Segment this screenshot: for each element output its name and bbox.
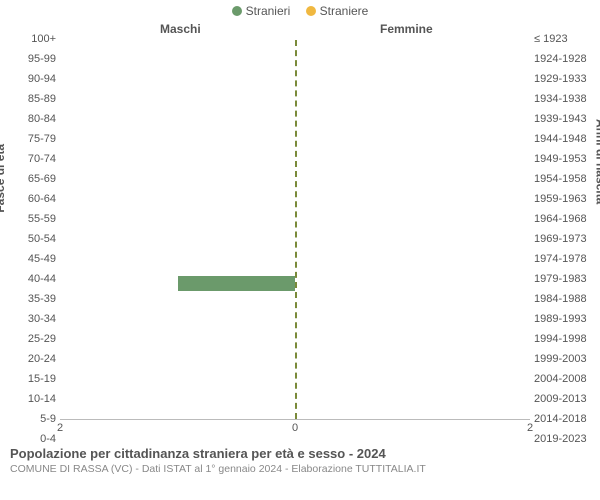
- legend-label-male: Stranieri: [246, 4, 291, 18]
- y-tick-age: 20-24: [12, 354, 56, 366]
- pyramid-row: [60, 293, 530, 311]
- pyramid-row: [60, 347, 530, 365]
- y-tick-birth: 1924-1928: [534, 54, 592, 66]
- y-tick-birth: 1939-1943: [534, 114, 592, 126]
- y-tick-age: 80-84: [12, 114, 56, 126]
- y-tick-age: 95-99: [12, 54, 56, 66]
- y-tick-birth: 2009-2013: [534, 394, 592, 406]
- legend-dot-female: [306, 6, 316, 16]
- y-tick-age: 15-19: [12, 374, 56, 386]
- y-tick-birth: ≤ 1923: [534, 34, 592, 46]
- pyramid-row: [60, 239, 530, 257]
- pyramid-row: [60, 311, 530, 329]
- pyramid-row: [60, 257, 530, 275]
- y-tick-birth: 1984-1988: [534, 294, 592, 306]
- y-tick-birth: 1979-1983: [534, 274, 592, 286]
- y-tick-age: 85-89: [12, 94, 56, 106]
- pyramid-row: [60, 220, 530, 238]
- y-tick-birth: 2019-2023: [534, 434, 592, 446]
- y-axis-left: 100+95-9990-9485-8980-8475-7970-7465-696…: [12, 40, 56, 440]
- pyramid-row: [60, 401, 530, 419]
- y-tick-birth: 1949-1953: [534, 154, 592, 166]
- pyramid-row: [60, 58, 530, 76]
- y-tick-birth: 1969-1973: [534, 234, 592, 246]
- y-tick-birth: 1929-1933: [534, 74, 592, 86]
- pyramid-row: [60, 383, 530, 401]
- y-tick-birth: 2014-2018: [534, 414, 592, 426]
- pyramid-row: [60, 329, 530, 347]
- legend-item-male: Stranieri: [232, 4, 291, 18]
- column-headers: Maschi Femmine: [0, 22, 600, 40]
- pyramid-row: [60, 275, 530, 293]
- y-tick-age: 70-74: [12, 154, 56, 166]
- y-axis-title-right: Anni di nascita: [593, 119, 600, 204]
- header-female: Femmine: [380, 22, 433, 36]
- y-tick-birth: 2004-2008: [534, 374, 592, 386]
- y-tick-age: 90-94: [12, 74, 56, 86]
- y-tick-birth: 1999-2003: [534, 354, 592, 366]
- chart-subtitle: COMUNE DI RASSA (VC) - Dati ISTAT al 1° …: [10, 463, 590, 475]
- pyramid-row: [60, 94, 530, 112]
- bar-male: [178, 276, 296, 290]
- chart-area: Fasce di età Anni di nascita 100+95-9990…: [60, 40, 530, 440]
- y-tick-age: 5-9: [12, 414, 56, 426]
- footer: Popolazione per cittadinanza straniera p…: [0, 440, 600, 475]
- x-tick: 0: [292, 422, 298, 434]
- y-tick-age: 55-59: [12, 214, 56, 226]
- pyramid-row: [60, 166, 530, 184]
- pyramid-row: [60, 40, 530, 58]
- y-tick-age: 30-34: [12, 314, 56, 326]
- y-tick-birth: 1974-1978: [534, 254, 592, 266]
- y-tick-age: 10-14: [12, 394, 56, 406]
- x-axis: 2 0 2: [60, 422, 530, 440]
- y-tick-age: 40-44: [12, 274, 56, 286]
- y-tick-age: 100+: [12, 34, 56, 46]
- pyramid-row: [60, 130, 530, 148]
- y-tick-age: 65-69: [12, 174, 56, 186]
- pyramid-row: [60, 76, 530, 94]
- y-tick-age: 25-29: [12, 334, 56, 346]
- y-tick-age: 35-39: [12, 294, 56, 306]
- y-tick-age: 60-64: [12, 194, 56, 206]
- legend-item-female: Straniere: [306, 4, 369, 18]
- pyramid-row: [60, 184, 530, 202]
- y-tick-birth: 1954-1958: [534, 174, 592, 186]
- legend-dot-male: [232, 6, 242, 16]
- pyramid-row: [60, 365, 530, 383]
- header-male: Maschi: [160, 22, 201, 36]
- legend: Stranieri Straniere: [0, 0, 600, 22]
- y-tick-birth: 1994-1998: [534, 334, 592, 346]
- plot: [60, 40, 530, 420]
- y-tick-birth: 1944-1948: [534, 134, 592, 146]
- legend-label-female: Straniere: [320, 4, 369, 18]
- y-axis-title-left: Fasce di età: [0, 144, 7, 213]
- y-tick-birth: 1959-1963: [534, 194, 592, 206]
- x-tick: 2: [57, 422, 63, 434]
- pyramid-row: [60, 148, 530, 166]
- y-tick-age: 0-4: [12, 434, 56, 446]
- y-tick-birth: 1934-1938: [534, 94, 592, 106]
- y-tick-age: 50-54: [12, 234, 56, 246]
- pyramid-row: [60, 202, 530, 220]
- y-tick-age: 45-49: [12, 254, 56, 266]
- y-tick-age: 75-79: [12, 134, 56, 146]
- y-tick-birth: 1989-1993: [534, 314, 592, 326]
- chart-title: Popolazione per cittadinanza straniera p…: [10, 446, 590, 461]
- rows-container: [60, 40, 530, 419]
- x-tick: 2: [527, 422, 533, 434]
- pyramid-row: [60, 112, 530, 130]
- y-tick-birth: 1964-1968: [534, 214, 592, 226]
- y-axis-right: ≤ 19231924-19281929-19331934-19381939-19…: [534, 40, 592, 440]
